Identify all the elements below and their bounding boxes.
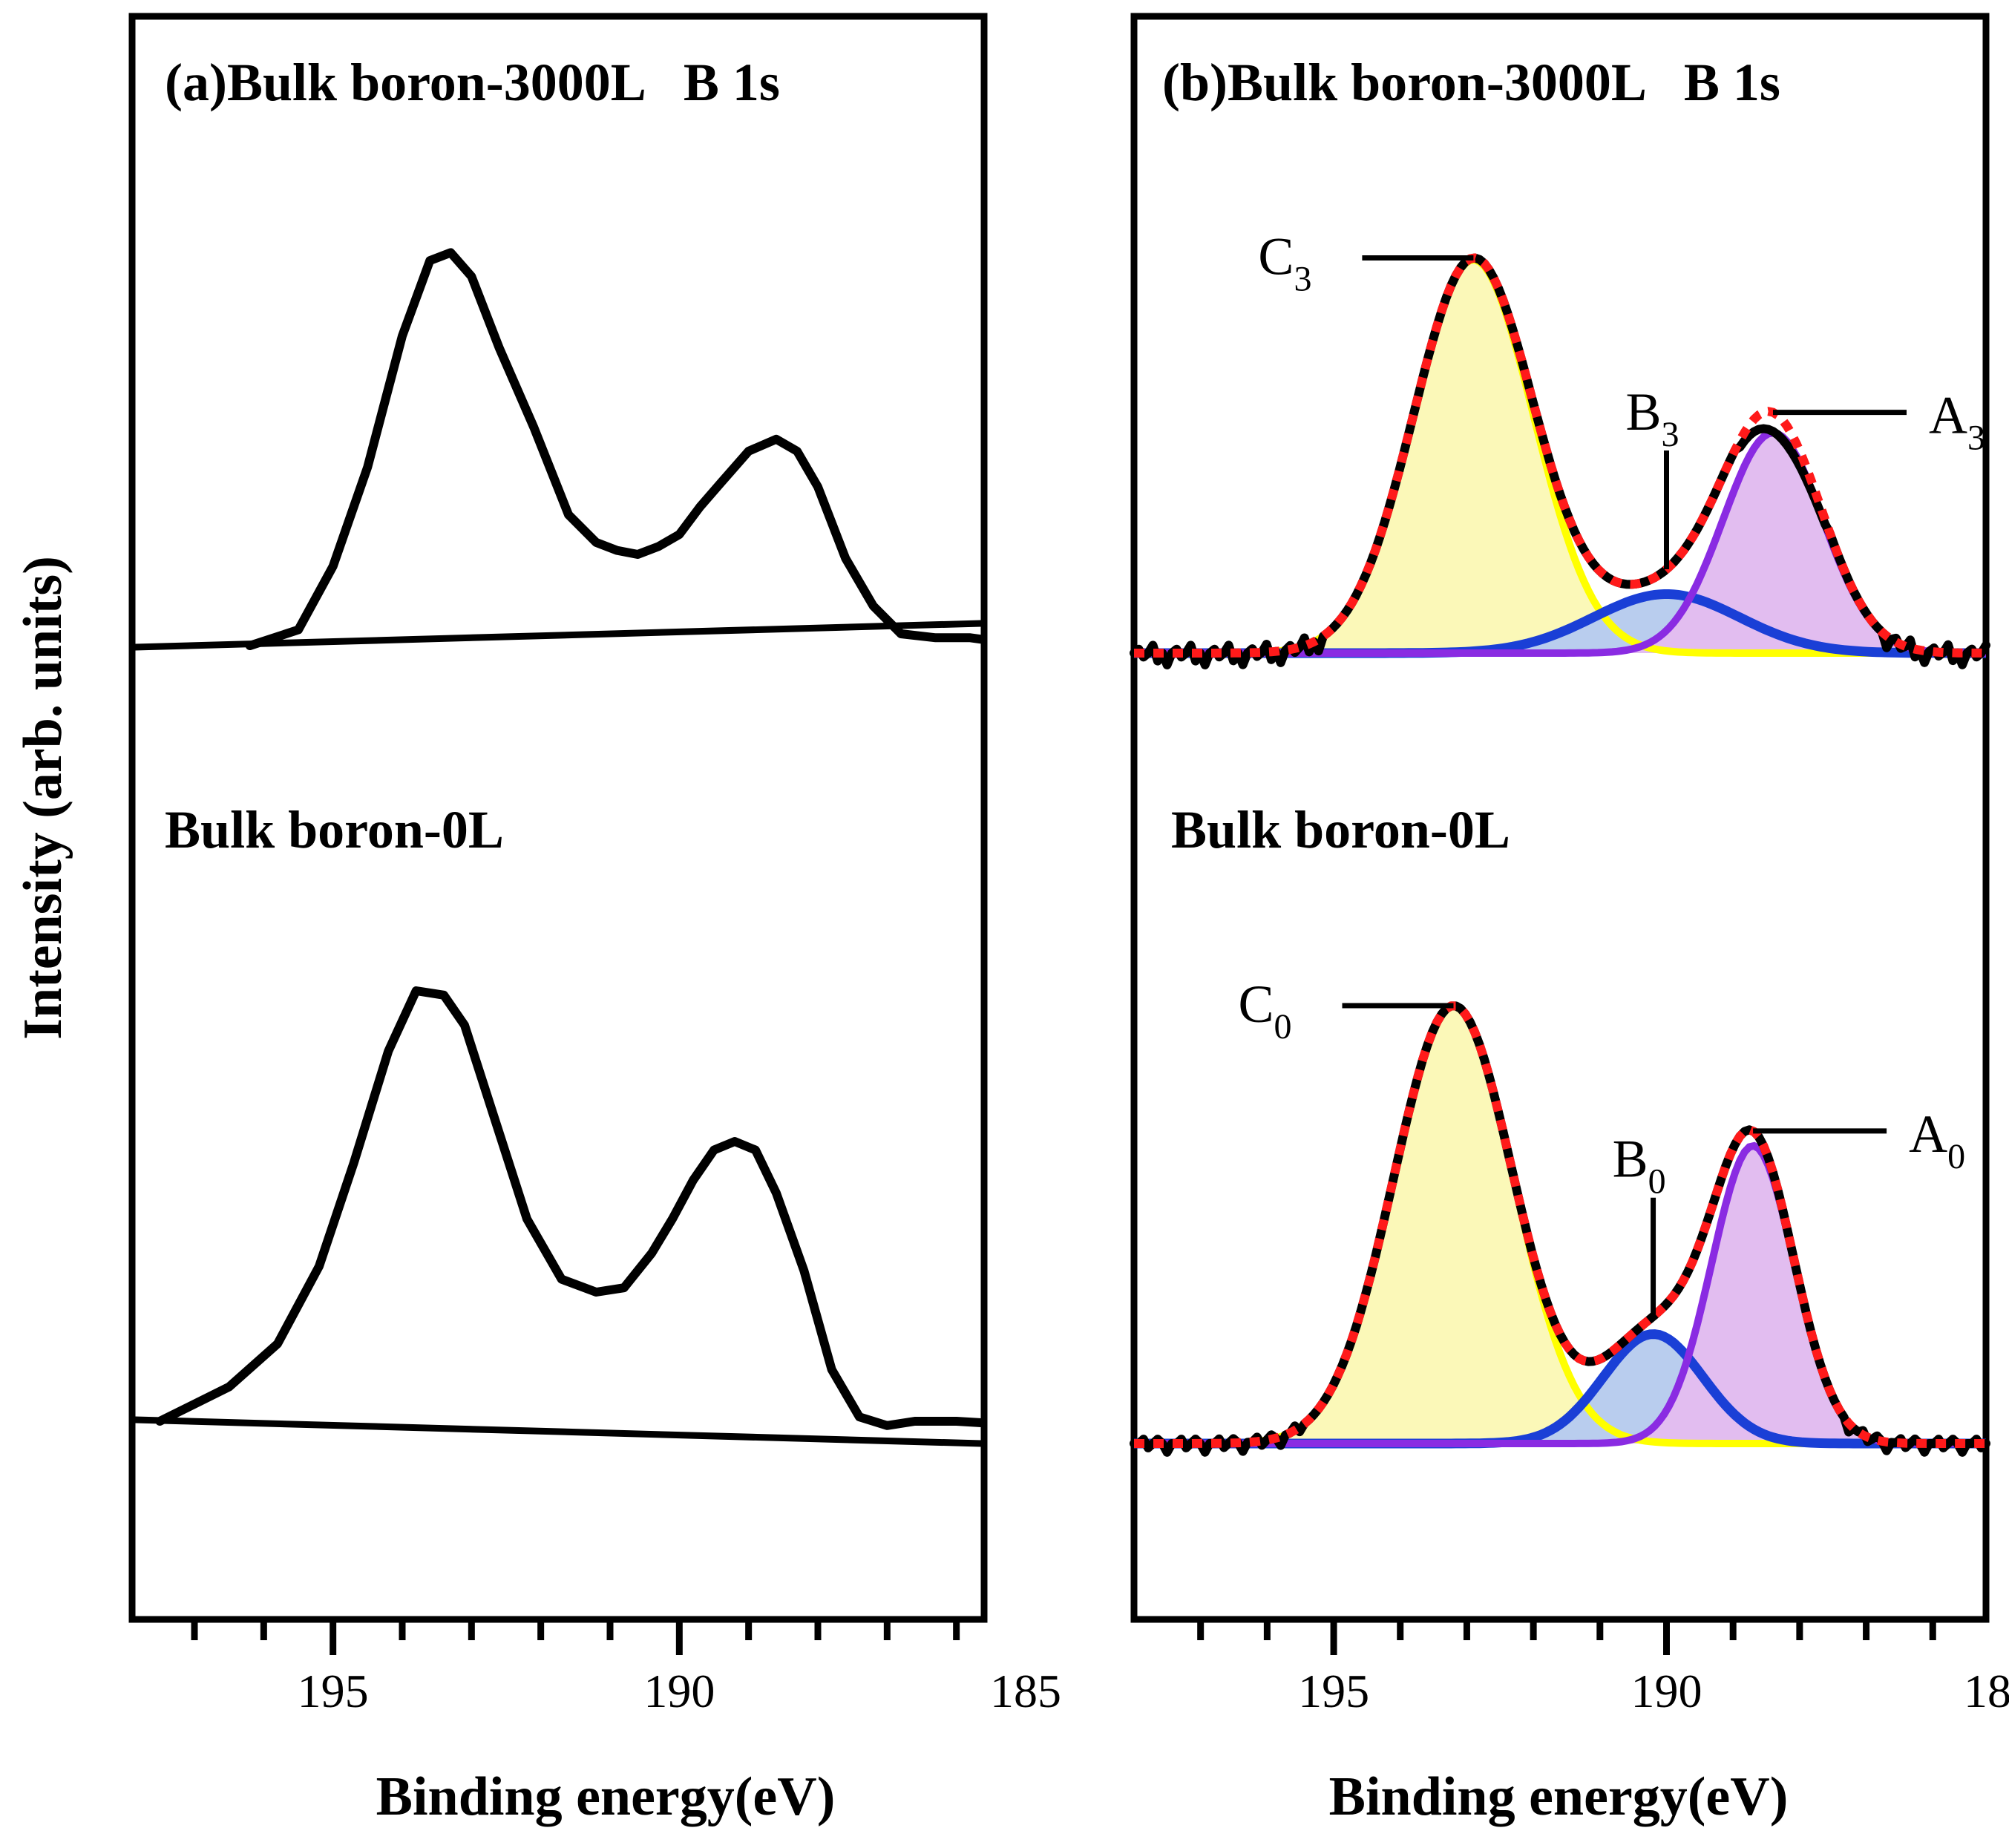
panel-b-x-axis-label: Binding energy(eV)	[1329, 1766, 1789, 1827]
peak-label-text-C0: C0	[1239, 974, 1292, 1046]
panel-b-fit-1	[1134, 1001, 1986, 1448]
peak-label-B0: B0	[1613, 1130, 1666, 1317]
panel-a-background-1	[134, 1416, 982, 1447]
peak-label-text-B3: B3	[1626, 382, 1679, 454]
peak-label-text-B0: B0	[1613, 1130, 1666, 1202]
panel-b: (b)Bulk boron-3000L B 1s Bulk boron-0L 1…	[1130, 13, 2009, 1827]
panel-b-tick-label-185: 185	[1964, 1665, 2009, 1717]
peak-label-text-C3: C3	[1258, 227, 1311, 299]
peak-label-text-A0: A0	[1909, 1104, 1965, 1176]
panel-b-tick-label-195: 195	[1298, 1665, 1369, 1717]
panel-a-tick-label-185: 185	[990, 1665, 1061, 1717]
panel-b-title: (b)Bulk boron-3000L B 1s	[1162, 53, 1780, 112]
panel-a: (a)Bulk boron-3000L B 1s Bulk boron-0L 1…	[128, 13, 1061, 1827]
panel-a-x-axis-label: Binding energy(eV)	[376, 1766, 836, 1827]
panel-b-C3-fill	[1134, 260, 1986, 654]
panel-b-fit-0	[1134, 253, 1987, 658]
peak-label-C3: C3	[1258, 227, 1474, 299]
peak-label-text-A3: A3	[1929, 386, 1985, 458]
panel-b-frame	[1130, 13, 1990, 1623]
panel-a-title: (a)Bulk boron-3000L B 1s	[165, 53, 780, 112]
peak-label-C0: C0	[1239, 974, 1454, 1046]
panel-b-A0-fill	[1134, 1145, 1986, 1444]
peak-label-A3: A3	[1773, 386, 1985, 458]
panel-b-A3-fill	[1134, 433, 1986, 653]
peak-label-A0: A0	[1753, 1104, 1965, 1176]
panel-a-series-1	[155, 986, 986, 1430]
panel-b-C0-fill	[1134, 1006, 1986, 1444]
y-axis-label: Intensity (arb. units)	[13, 556, 73, 1040]
panel-b-subtitle: Bulk boron-0L	[1171, 800, 1510, 859]
panel-a-subtitle: Bulk boron-0L	[165, 800, 504, 859]
panel-a-background-0	[134, 620, 982, 651]
panel-a-series-0	[245, 248, 986, 650]
panel-b-tick-label-190: 190	[1631, 1665, 1702, 1717]
peak-label-B3: B3	[1626, 382, 1679, 570]
panel-a-frame	[128, 13, 988, 1623]
panel-a-tick-label-195: 195	[298, 1665, 369, 1717]
panel-a-tick-label-190: 190	[643, 1665, 715, 1717]
